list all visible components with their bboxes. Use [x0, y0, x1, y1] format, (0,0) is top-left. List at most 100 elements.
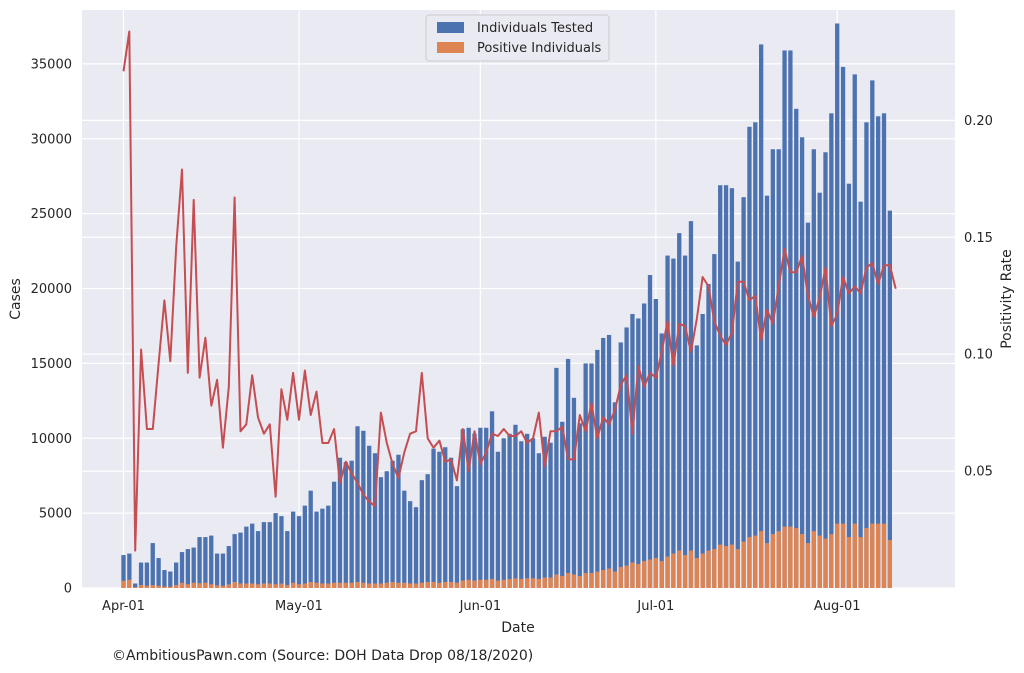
- y-tick-label-0: 0: [64, 582, 72, 597]
- bar-tested-29: [291, 511, 296, 588]
- bar-tested-76: [565, 358, 571, 588]
- bar-positive-119: [817, 535, 822, 588]
- source-caption: ©AmbitiousPawn.com (Source: DOH Data Dro…: [112, 648, 534, 664]
- bar-positive-6: [156, 585, 161, 588]
- legend: Individuals Tested Positive Individuals: [425, 14, 610, 62]
- bar-positive-32: [308, 582, 313, 588]
- bar-positive-19: [232, 582, 237, 588]
- bar-tested-119: [817, 192, 822, 588]
- y2-tick-label-1: 0.10: [964, 348, 993, 363]
- bar-positive-131: [887, 540, 892, 588]
- bar-tested-96: [682, 255, 688, 588]
- bar-tested-108: [753, 122, 758, 589]
- bar-positive-44: [378, 583, 384, 588]
- bar-tested-37: [337, 457, 343, 588]
- bar-tested-83: [606, 334, 612, 588]
- bar-tested-92: [659, 333, 664, 588]
- bar-positive-3: [138, 585, 144, 588]
- bar-positive-128: [870, 523, 875, 588]
- bar-positive-102: [718, 544, 723, 588]
- bar-positive-7: [162, 586, 167, 588]
- bar-positive-15: [209, 584, 214, 588]
- bar-positive-82: [601, 570, 606, 588]
- bar-tested-58: [460, 429, 465, 588]
- bar-tested-42: [367, 445, 372, 588]
- bar-tested-8: [168, 571, 173, 588]
- bar-tested-90: [647, 275, 653, 588]
- bar-positive-91: [653, 558, 658, 588]
- bar-tested-117: [805, 222, 811, 588]
- bar-positive-92: [659, 561, 664, 588]
- bar-positive-71: [536, 579, 541, 588]
- bar-positive-80: [589, 573, 594, 588]
- bar-tested-49: [408, 501, 413, 588]
- bar-tested-28: [285, 531, 290, 588]
- bar-positive-116: [799, 534, 805, 588]
- x-tick-label-3: Jul-01: [636, 599, 674, 614]
- bar-positive-24: [261, 583, 267, 588]
- bar-tested-6: [156, 558, 161, 588]
- bar-positive-58: [460, 580, 465, 588]
- bar-tested-67: [513, 424, 518, 588]
- bar-tested-110: [764, 195, 770, 588]
- bar-positive-1: [127, 579, 132, 588]
- y-tick-label-4: 20000: [31, 282, 72, 297]
- bar-positive-104: [729, 544, 735, 588]
- bar-positive-122: [835, 523, 840, 588]
- bar-positive-123: [840, 523, 846, 588]
- bar-positive-9: [174, 585, 179, 588]
- bar-positive-45: [384, 582, 389, 588]
- bar-tested-7: [162, 570, 167, 588]
- bar-tested-64: [495, 451, 501, 588]
- bar-positive-37: [337, 582, 343, 588]
- bar-positive-52: [425, 582, 430, 588]
- bar-tested-109: [759, 44, 764, 588]
- bar-tested-17: [220, 553, 226, 588]
- bar-positive-59: [466, 579, 471, 588]
- bar-tested-44: [378, 477, 384, 588]
- bar-positive-34: [320, 583, 325, 588]
- bar-tested-129: [876, 116, 881, 588]
- bar-tested-99: [700, 313, 705, 588]
- bar-positive-18: [226, 584, 231, 588]
- bar-positive-127: [864, 528, 869, 588]
- bar-tested-25: [267, 522, 272, 588]
- bar-tested-61: [478, 427, 483, 588]
- bar-positive-75: [560, 576, 565, 588]
- bar-tested-100: [706, 284, 711, 588]
- bar-positive-42: [367, 583, 372, 588]
- bar-positive-94: [671, 553, 676, 588]
- bar-tested-121: [829, 113, 834, 589]
- bar-positive-2: [133, 587, 138, 588]
- bar-tested-89: [642, 303, 647, 588]
- bar-tested-113: [782, 50, 787, 588]
- bar-positive-11: [185, 584, 190, 588]
- bar-tested-22: [250, 523, 255, 588]
- bar-positive-105: [735, 549, 740, 588]
- bar-tested-2: [133, 583, 138, 588]
- bar-tested-88: [636, 318, 641, 588]
- bar-tested-97: [688, 221, 694, 589]
- bar-positive-26: [273, 584, 278, 588]
- bar-positive-8: [168, 586, 173, 588]
- bar-tested-47: [396, 454, 401, 588]
- bar-positive-108: [753, 535, 758, 588]
- bar-positive-117: [805, 543, 811, 588]
- bar-tested-85: [618, 342, 623, 588]
- bar-tested-105: [735, 261, 740, 588]
- bar-positive-63: [489, 579, 495, 588]
- bar-tested-62: [484, 427, 489, 588]
- y2-tick-label-3: 0.20: [964, 114, 993, 129]
- bar-positive-16: [214, 585, 220, 588]
- bar-tested-57: [454, 486, 460, 588]
- bar-positive-53: [431, 582, 436, 588]
- positive-bars: [121, 523, 892, 588]
- bar-positive-88: [636, 564, 641, 588]
- bar-positive-12: [191, 582, 196, 588]
- bar-tested-70: [530, 438, 536, 588]
- bar-positive-125: [852, 523, 857, 588]
- bar-tested-0: [121, 555, 126, 588]
- bar-tested-102: [718, 185, 723, 588]
- bar-tested-107: [747, 126, 752, 589]
